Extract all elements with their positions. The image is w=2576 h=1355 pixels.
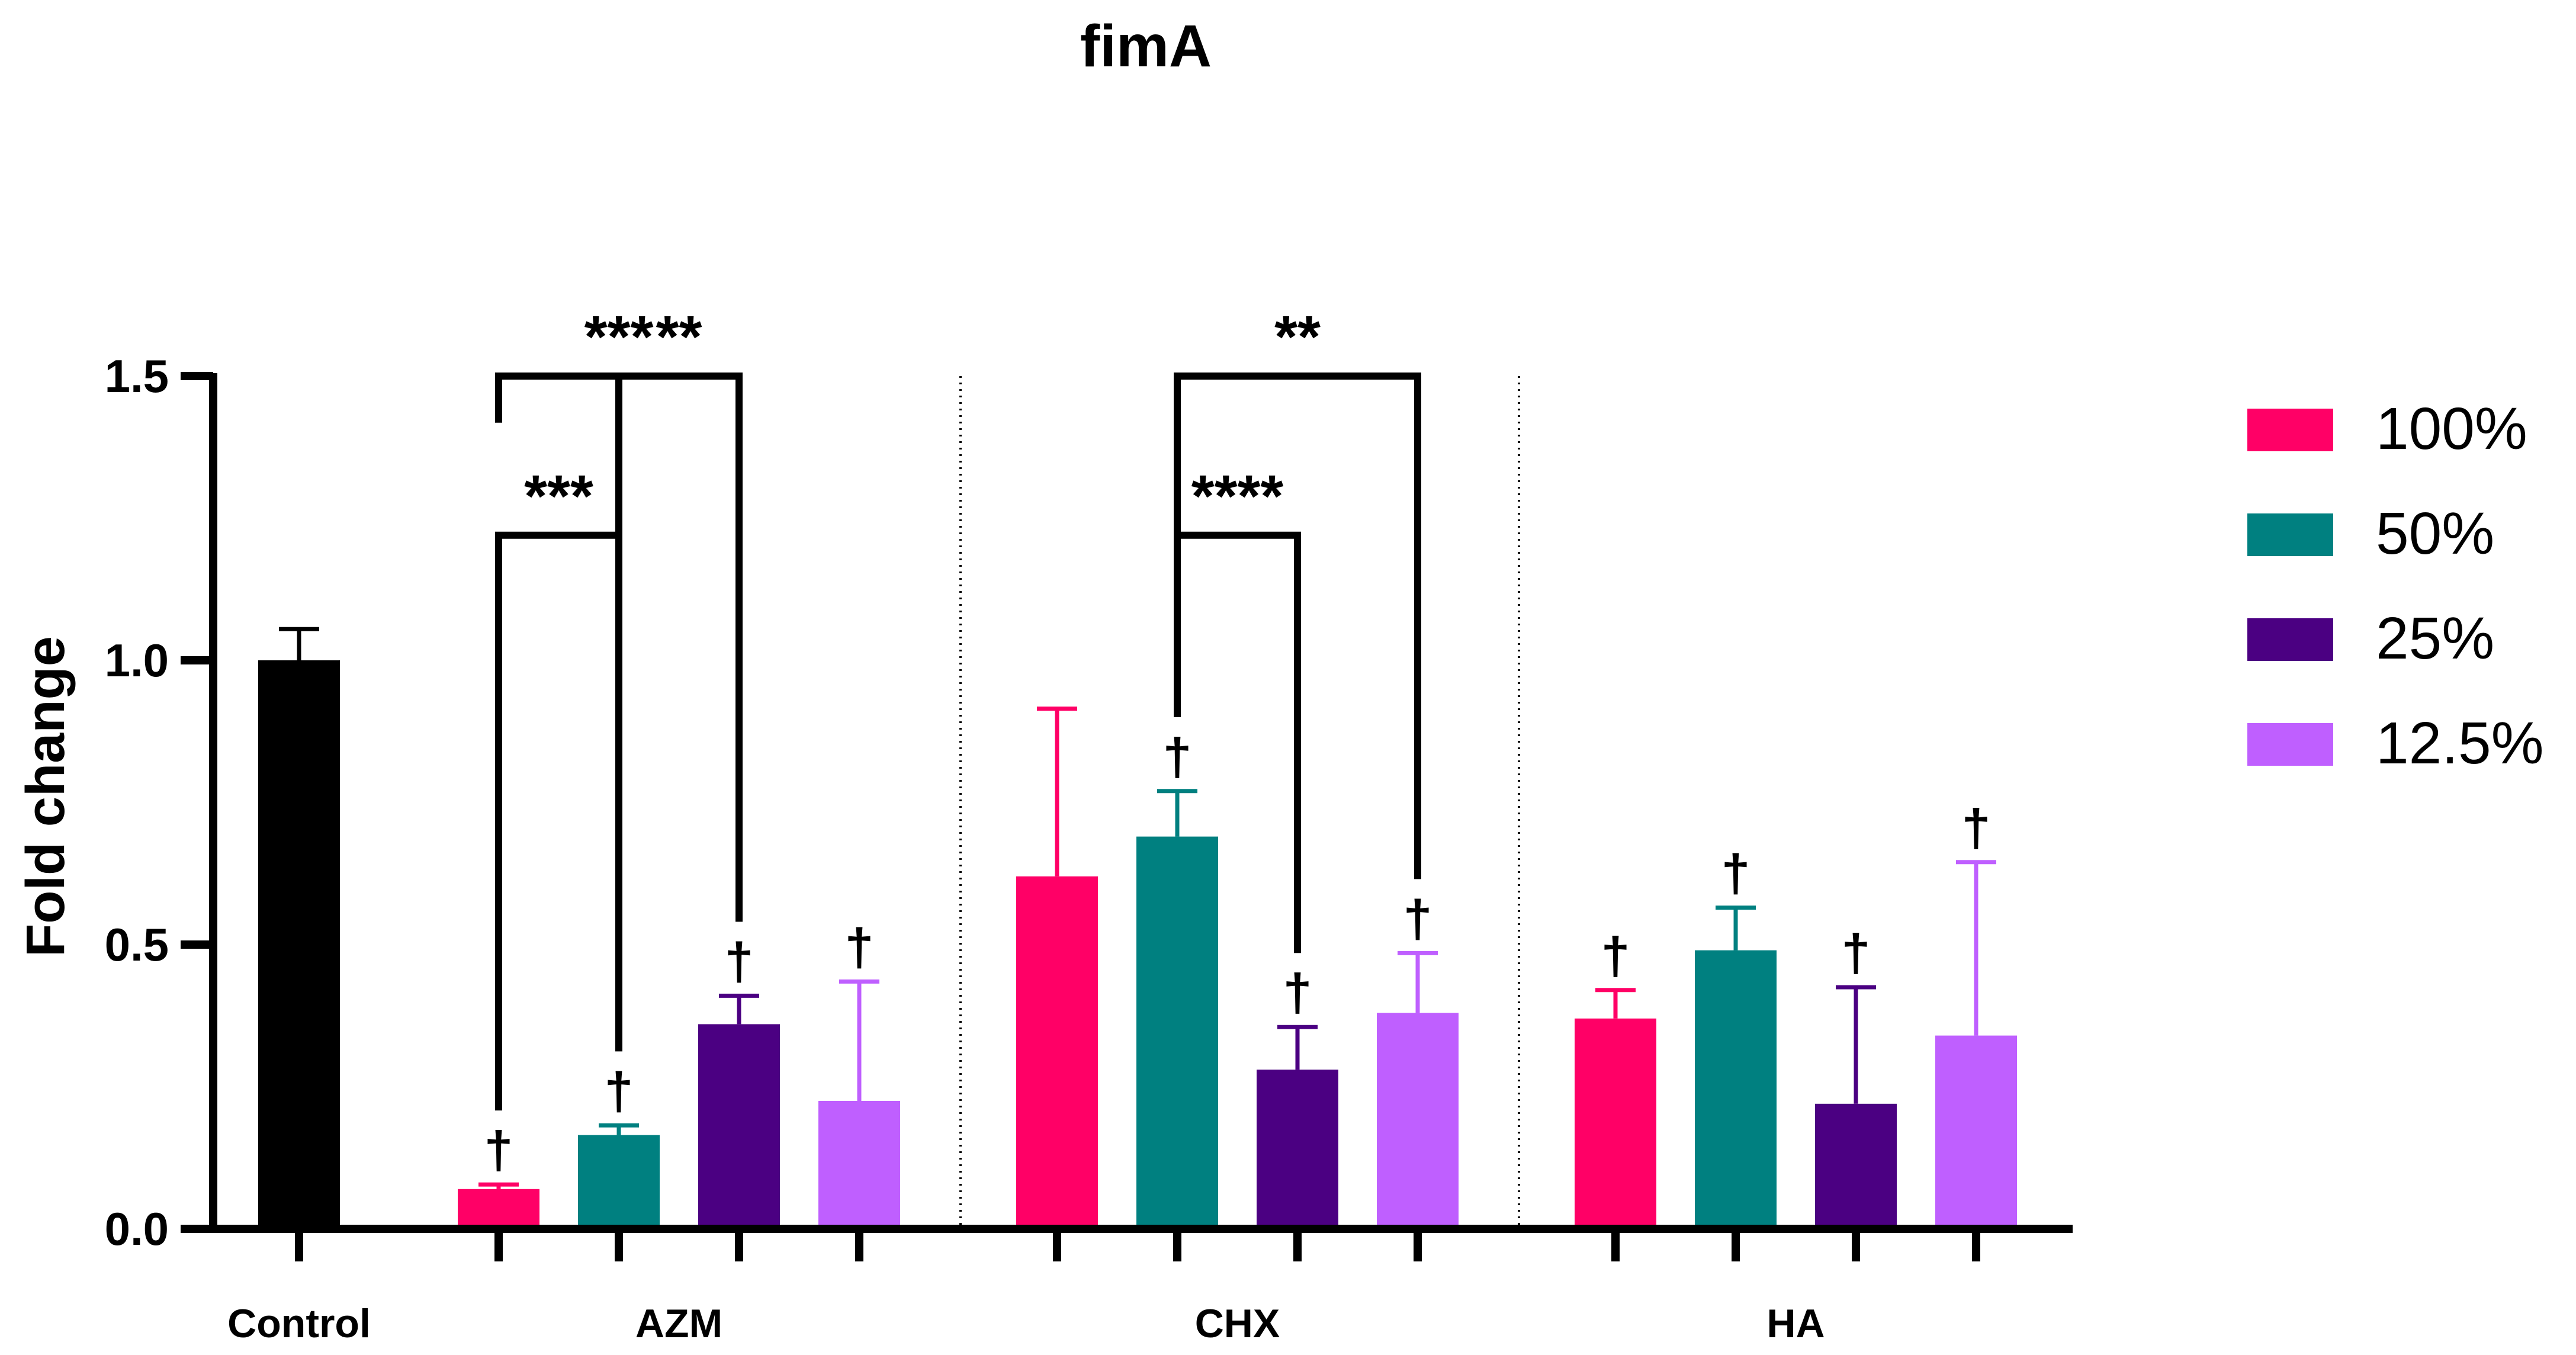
significance-label: *** bbox=[584, 304, 654, 370]
bar-control bbox=[258, 660, 340, 1229]
y-tick-label: 0.0 bbox=[105, 1203, 169, 1255]
bar-ha-50pct bbox=[1695, 950, 1777, 1229]
bar-chx-12.5pct bbox=[1377, 1013, 1459, 1229]
plot-area: † † † † † † † † † † † Control AZM CHX HA 0.0 0.5 1.0 1.5 **… bbox=[105, 304, 2073, 1346]
legend-label: 100% bbox=[2376, 396, 2527, 462]
significance-label: ** bbox=[656, 304, 702, 370]
significance-dagger: † bbox=[1283, 963, 1312, 1022]
bar-ha-25pct bbox=[1815, 1103, 1897, 1229]
bar-azm-25pct bbox=[698, 1024, 780, 1229]
y-tick-label: 1.0 bbox=[105, 634, 169, 686]
bar-chx-25pct bbox=[1257, 1070, 1338, 1229]
bar-chx-50pct bbox=[1136, 836, 1218, 1229]
significance-dagger: † bbox=[1842, 923, 1871, 982]
significance-label: **** bbox=[1191, 463, 1284, 529]
bar-azm-12.5pct bbox=[818, 1101, 900, 1229]
legend-label: 25% bbox=[2376, 605, 2494, 672]
legend-swatch-12.5pct bbox=[2247, 723, 2333, 766]
significance-dagger: † bbox=[1163, 727, 1192, 786]
significance-bracket bbox=[615, 373, 743, 1052]
bar-ha-100pct bbox=[1575, 1018, 1656, 1229]
y-tick-label: 0.5 bbox=[105, 919, 169, 971]
significance-label: ** bbox=[1274, 304, 1321, 370]
legend: 100% 50% 25% 12.5% bbox=[2247, 396, 2544, 776]
legend-swatch-50pct bbox=[2247, 513, 2333, 556]
significance-dagger: † bbox=[725, 932, 754, 990]
bar-azm-100pct bbox=[458, 1189, 539, 1229]
significance-dagger: † bbox=[605, 1061, 634, 1120]
significance-dagger: † bbox=[484, 1120, 513, 1179]
bar-ha-12.5pct bbox=[1935, 1035, 2017, 1229]
significance-label: *** bbox=[524, 463, 593, 529]
significance-dagger: † bbox=[1721, 844, 1750, 903]
legend-swatch-100pct bbox=[2247, 409, 2333, 451]
x-group-label: AZM bbox=[635, 1301, 722, 1346]
significance-dagger: † bbox=[1962, 798, 1991, 857]
y-tick-label: 1.5 bbox=[105, 350, 169, 402]
bar-azm-50pct bbox=[578, 1135, 660, 1229]
x-group-label: CHX bbox=[1195, 1301, 1280, 1346]
legend-swatch-25pct bbox=[2247, 618, 2333, 661]
significance-dagger: † bbox=[1403, 889, 1432, 948]
significance-dagger: † bbox=[1601, 926, 1630, 985]
significance-dagger: † bbox=[845, 917, 874, 976]
x-group-label: HA bbox=[1766, 1301, 1825, 1346]
legend-label: 12.5% bbox=[2376, 710, 2544, 776]
y-axis-label: Fold change bbox=[15, 636, 76, 957]
chart-title: fimA bbox=[1080, 13, 1212, 79]
significance-bracket bbox=[495, 531, 622, 1111]
bar-chx-100pct bbox=[1016, 876, 1098, 1229]
significance-bracket bbox=[1174, 531, 1301, 953]
x-group-label: Control bbox=[227, 1301, 371, 1346]
legend-label: 50% bbox=[2376, 500, 2494, 567]
